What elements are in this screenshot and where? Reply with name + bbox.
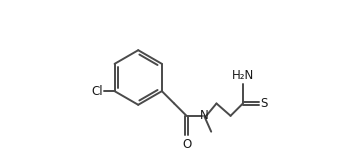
Text: Cl: Cl [91,85,103,98]
Text: O: O [182,138,191,151]
Text: S: S [260,97,268,110]
Text: H₂N: H₂N [232,69,254,82]
Text: N: N [200,109,209,122]
